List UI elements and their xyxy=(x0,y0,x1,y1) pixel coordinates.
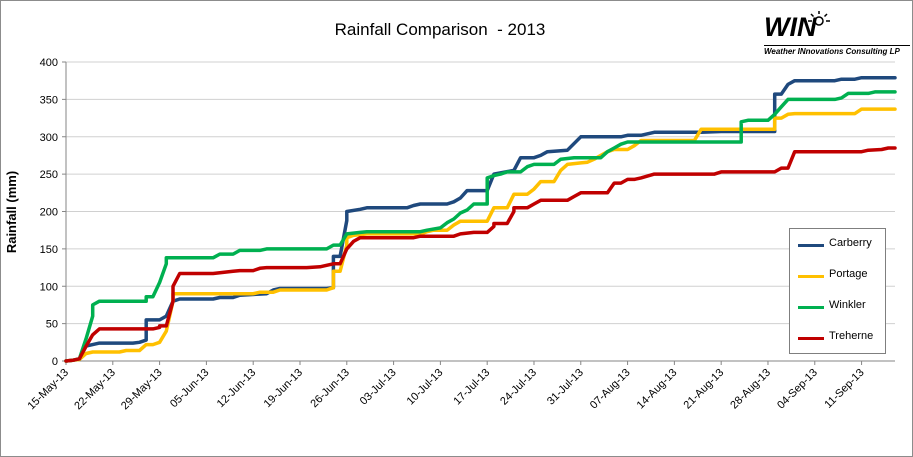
x-tick-label: 03-Jul-13 xyxy=(358,367,399,408)
legend-swatch xyxy=(798,306,824,309)
legend-label: Winkler xyxy=(829,299,866,311)
x-tick-label: 28-Aug-13 xyxy=(728,367,773,412)
x-tick-label: 15-May-13 xyxy=(25,367,71,413)
win-logo: WIN Weather INnovations Consulting LP xyxy=(760,8,910,58)
x-tick-label: 24-Jul-13 xyxy=(498,367,539,408)
gridlines xyxy=(66,61,895,325)
y-tick-label: 350 xyxy=(40,94,58,106)
axes xyxy=(62,61,895,365)
y-tick-label: 0 xyxy=(52,356,58,368)
sun-icon xyxy=(808,11,830,26)
y-tick-labels: 0 50 100 150 200 250 300 350 400 xyxy=(40,57,58,368)
series-line-carberry xyxy=(64,75,897,363)
logo-wordmark: WIN xyxy=(764,12,817,42)
y-tick-label: 150 xyxy=(40,244,58,256)
y-tick-label: 50 xyxy=(46,319,58,331)
x-tick-label: 07-Aug-13 xyxy=(588,367,633,412)
x-tick-labels: 15-May-13 22-May-13 29-May-13 05-Jun-13 12-J… xyxy=(25,367,866,413)
y-axis-label: Rainfall (mm) xyxy=(4,170,19,254)
x-tick-label: 19-Jun-13 xyxy=(262,367,306,411)
y-tick-label: 250 xyxy=(40,169,58,181)
y-tick-label: 400 xyxy=(40,57,58,69)
series-line-winkler xyxy=(64,90,897,363)
legend-swatch xyxy=(798,244,824,247)
legend-label: Treherne xyxy=(829,330,874,342)
legend-label: Carberry xyxy=(829,237,872,249)
x-tick-label: 21-Aug-13 xyxy=(681,367,726,412)
series-line-treherne xyxy=(64,146,897,363)
x-tick-label: 12-Jun-13 xyxy=(215,367,259,411)
x-tick-label: 14-Aug-13 xyxy=(635,367,680,412)
legend-swatch xyxy=(798,337,824,340)
x-tick-label: 26-Jun-13 xyxy=(308,367,352,411)
x-tick-label: 29-May-13 xyxy=(119,367,165,413)
legend: Carberry Portage Winkler Treherne xyxy=(789,228,886,354)
x-tick-label: 17-Jul-13 xyxy=(451,367,492,408)
series-lines xyxy=(64,75,897,363)
chart-title: Rainfall Comparison - 2013 xyxy=(334,20,546,39)
y-tick-label: 300 xyxy=(40,132,58,144)
legend-swatch xyxy=(798,275,824,278)
x-tick-label: 10-Jul-13 xyxy=(405,367,446,408)
x-tick-label: 22-May-13 xyxy=(72,367,118,413)
y-tick-label: 200 xyxy=(40,207,58,219)
legend-label: Portage xyxy=(829,268,868,280)
x-tick-label: 11-Sep-13 xyxy=(822,367,866,411)
x-tick-label: 31-Jul-13 xyxy=(545,367,586,408)
x-tick-label: 04-Sep-13 xyxy=(775,367,820,412)
y-tick-label: 100 xyxy=(40,281,58,293)
x-tick-label: 05-Jun-13 xyxy=(168,367,212,411)
logo-tagline: Weather INnovations Consulting LP xyxy=(764,45,910,56)
